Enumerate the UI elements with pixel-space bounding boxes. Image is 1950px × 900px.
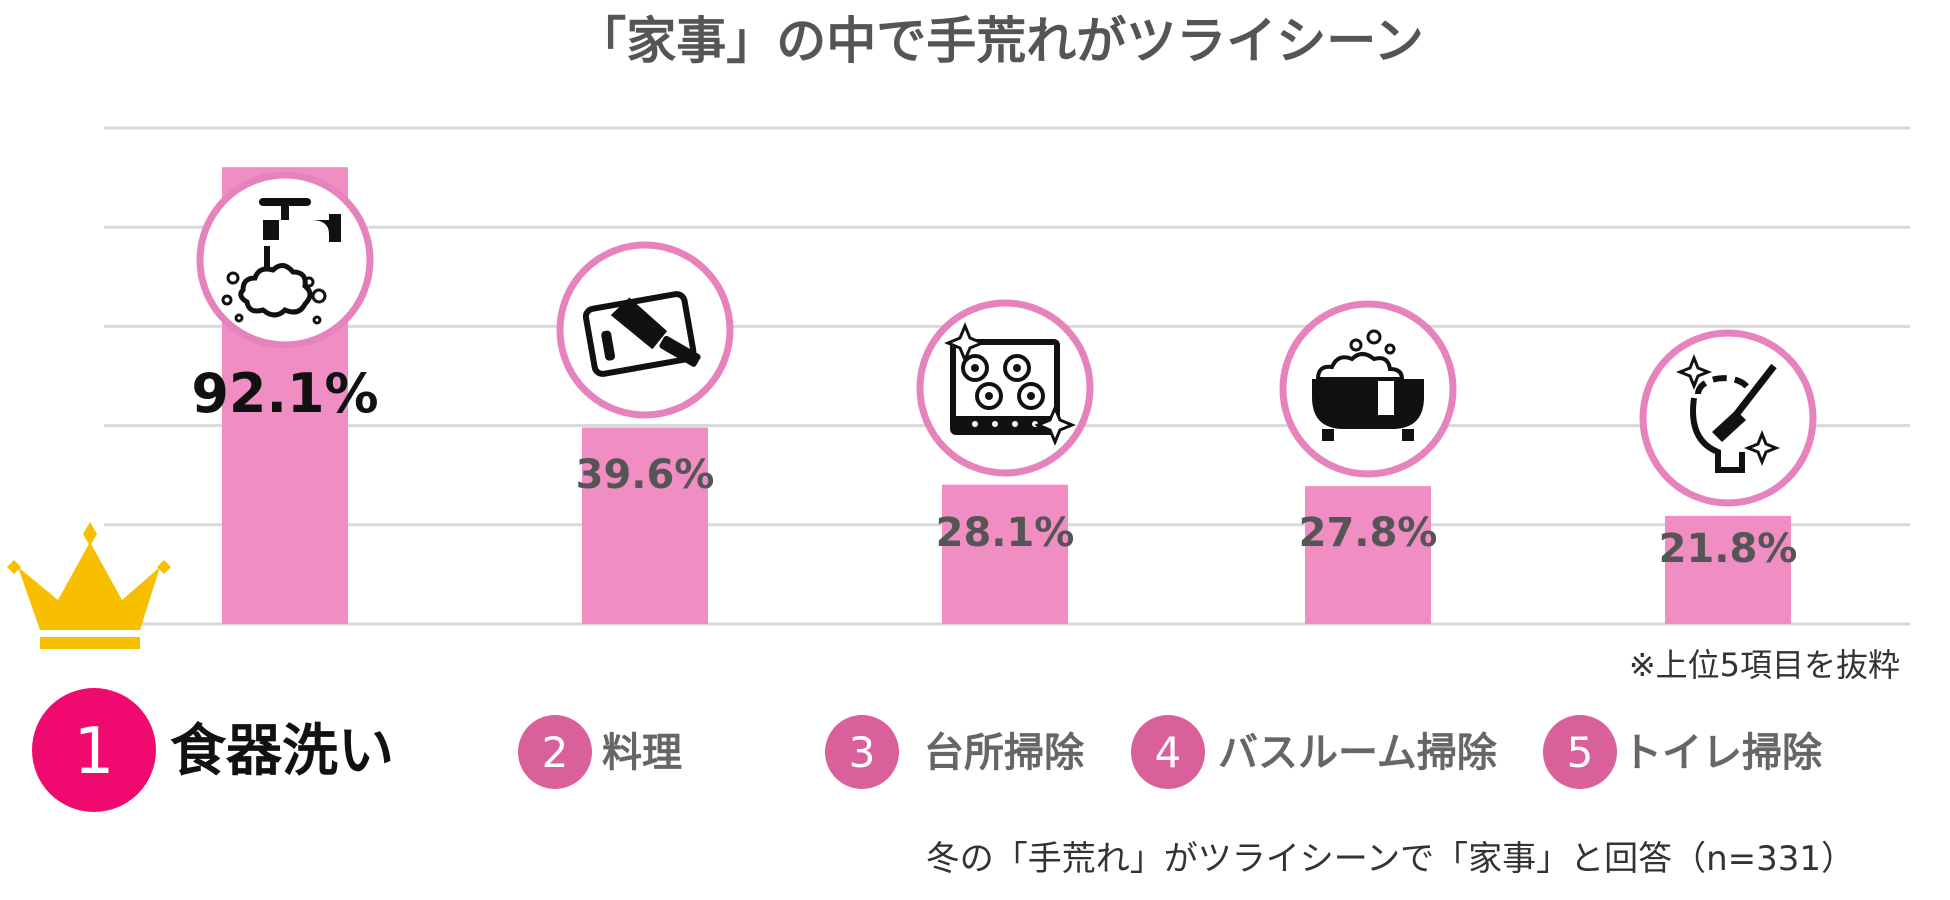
icon-circles — [196, 171, 1817, 507]
value-label: 92.1% — [191, 362, 378, 425]
rank-number: 5 — [1567, 728, 1594, 777]
value-label: 28.1% — [936, 510, 1075, 556]
bathtub-icon — [1279, 300, 1457, 478]
source-note: 冬の「手荒れ」がツライシーンで「家事」と回答（n=331） — [926, 839, 1855, 879]
category-label: 料理 — [602, 730, 682, 776]
gas-stove-icon — [916, 299, 1094, 477]
value-label: 27.8% — [1299, 510, 1438, 556]
toilet-brush-icon — [1639, 329, 1817, 507]
ranking-row: 1 食器洗い 2 料理 3 台所掃除 4 バスルーム掃除 5 トイレ掃除 — [32, 688, 1823, 812]
value-label: 39.6% — [576, 452, 715, 498]
category-label: 台所掃除 — [924, 730, 1085, 776]
note-text: ※上位5項目を抜粋 — [1629, 646, 1900, 684]
crown-icon — [7, 522, 171, 649]
value-label: 21.8% — [1659, 526, 1798, 572]
rank-badge — [518, 715, 592, 789]
chart-title: 「家事」の中で手荒れがツライシーン — [576, 12, 1424, 70]
category-label: バスルーム掃除 — [1218, 730, 1498, 776]
value-labels: 92.1% 39.6% 28.1% 27.8% 21.8% — [191, 362, 1797, 572]
rank-badge — [32, 688, 156, 812]
rank-badge — [825, 715, 899, 789]
category-label: 食器洗い — [170, 719, 394, 784]
rank-number: 2 — [542, 728, 569, 777]
rank-number: 3 — [849, 728, 876, 777]
bar — [1305, 486, 1431, 624]
cutting-board-knife-icon — [556, 241, 734, 419]
bar — [1665, 515, 1791, 624]
category-label: トイレ掃除 — [1622, 730, 1823, 776]
rank-number: 1 — [74, 715, 115, 789]
bar — [582, 427, 708, 624]
rank-badge — [1131, 715, 1205, 789]
rank-number: 4 — [1155, 728, 1182, 777]
rank-badge — [1543, 715, 1617, 789]
bar — [942, 484, 1068, 624]
faucet-washing-icon — [196, 171, 374, 349]
